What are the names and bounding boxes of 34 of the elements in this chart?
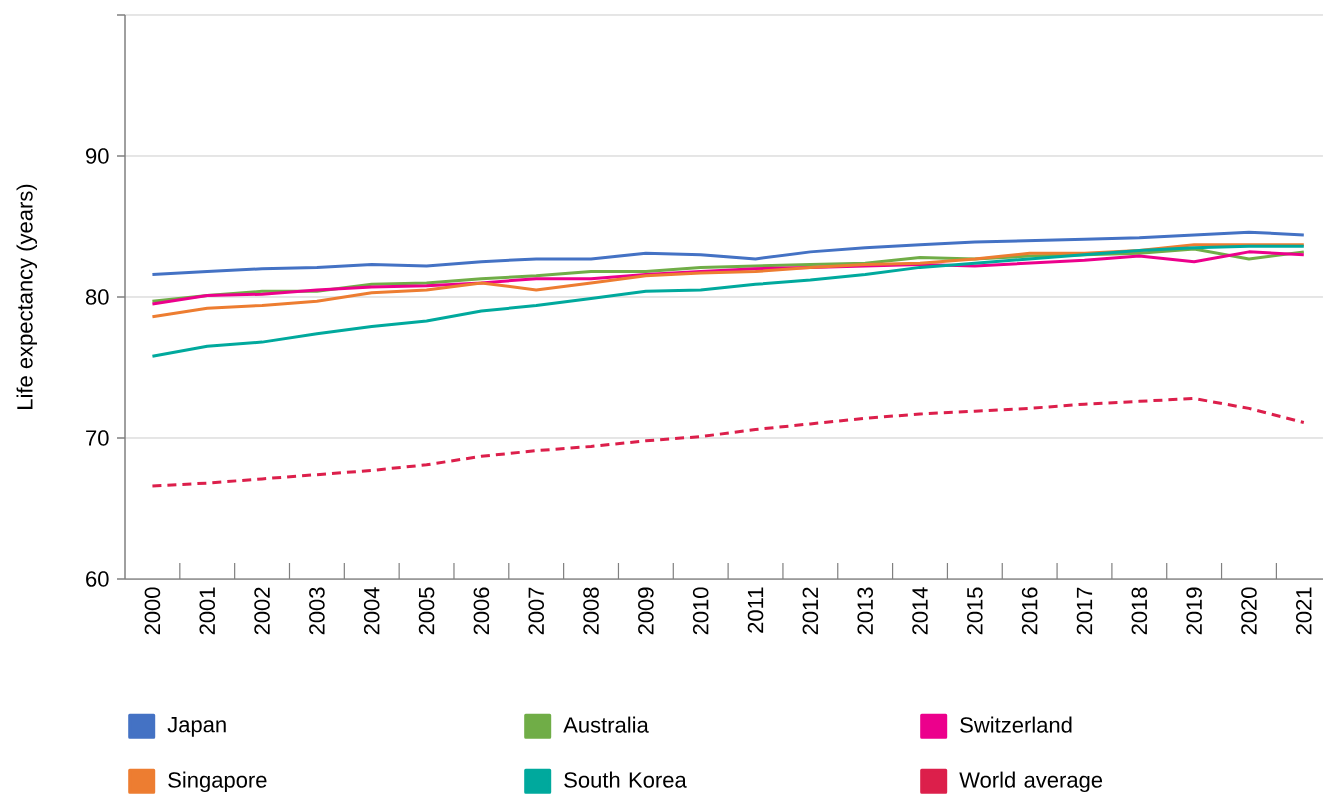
y-tick-label: 80: [85, 289, 109, 305]
x-tick-label: 2020: [1241, 587, 1257, 635]
x-tick-label: 2016: [1021, 587, 1038, 635]
x-tick-label: 2011: [747, 587, 764, 633]
x-tick-label: 2001: [199, 587, 216, 635]
x-tick-label: 2007: [528, 587, 545, 635]
x-tick-label: 2003: [309, 587, 325, 635]
y-tick-label: 90: [86, 148, 109, 164]
y-tick-label: 70: [86, 430, 109, 446]
legend-label: Singapore: [168, 771, 267, 793]
x-tick-label: 2015: [967, 587, 983, 635]
x-tick-label: 2005: [418, 587, 435, 635]
x-tick-label: 2013: [857, 587, 873, 635]
x-tick-label: 2006: [473, 587, 490, 635]
x-tick-label: 2002: [254, 587, 270, 635]
y-tick-label: 60: [86, 571, 109, 587]
x-tick-label: 2017: [1076, 587, 1093, 635]
legend-label: Japan: [167, 717, 226, 737]
legend-label: South Korea: [564, 771, 687, 788]
x-tick-label: 2014: [912, 587, 928, 635]
legend-label: World average: [959, 771, 1103, 793]
x-tick-label: 2000: [144, 587, 161, 635]
legend-label: Australia: [563, 716, 649, 733]
x-tick-label: 2021: [1296, 587, 1312, 635]
x-tick-label: 2018: [1131, 587, 1148, 635]
x-tick-label: 2019: [1186, 587, 1202, 635]
x-tick-label: 2008: [583, 587, 599, 635]
x-tick-label: 2010: [692, 587, 709, 635]
legend-label: Switzerland: [960, 716, 1072, 733]
y-axis-title: Life expectancy (years): [16, 184, 38, 409]
x-tick-label: 2009: [638, 587, 654, 635]
x-tick-label: 2012: [802, 587, 819, 635]
line-series: [150, 397, 1306, 488]
x-tick-label: 2004: [363, 587, 380, 635]
